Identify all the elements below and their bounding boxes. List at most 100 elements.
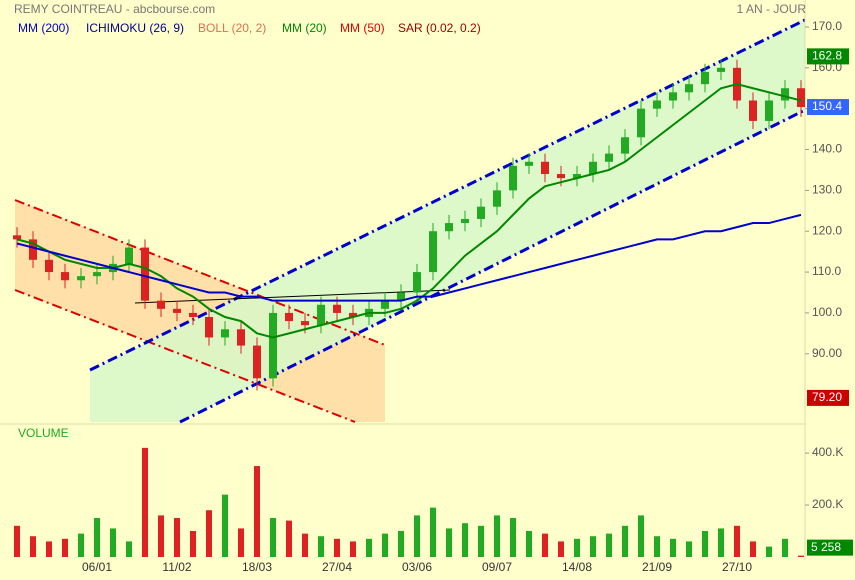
volume-bar — [590, 536, 596, 557]
candle-body — [45, 259, 53, 273]
volume-bar — [798, 555, 804, 557]
volume-bar — [366, 538, 372, 557]
volume-bar — [782, 538, 788, 557]
legend-entry: ICHIMOKU (26, 9) — [86, 21, 184, 35]
legend-entry: BOLL (20, 2) — [198, 21, 266, 35]
up-channel — [90, 20, 805, 422]
legend-entry: MM (20) — [282, 21, 327, 35]
legend-entry: MM (200) — [18, 21, 69, 35]
candle-body — [77, 276, 85, 281]
volume-bar — [126, 541, 132, 557]
candle-body — [669, 92, 677, 101]
candle-body — [413, 272, 421, 293]
candle-body — [189, 312, 197, 318]
volume-bar — [670, 538, 676, 557]
volume-bar — [766, 546, 772, 557]
y-tick-label: 110.0 — [812, 264, 841, 278]
candle-body — [141, 247, 149, 301]
price-tag — [807, 389, 849, 406]
volume-tag-label: 5 258 — [811, 540, 841, 554]
volume-bar — [430, 507, 436, 557]
candle-body — [285, 312, 293, 322]
y-tick-label: 170.0 — [812, 19, 842, 33]
volume-bar — [414, 515, 420, 557]
volume-bar — [158, 515, 164, 557]
candle-body — [477, 206, 485, 219]
price-tag — [807, 48, 849, 65]
volume-bar — [30, 536, 36, 557]
y-tick-label: 120.0 — [812, 223, 842, 237]
candle-body — [557, 174, 565, 179]
channel-line — [179, 108, 806, 424]
candle-body — [61, 272, 69, 281]
x-tick-label: 18/03 — [242, 560, 272, 574]
candle-body — [637, 108, 645, 138]
volume-bar — [174, 518, 180, 557]
candle-body — [781, 88, 789, 101]
volume-bar — [478, 525, 484, 557]
volume-bar — [270, 518, 276, 557]
volume-tag — [807, 539, 853, 556]
volume-bar — [446, 528, 452, 557]
volume-bar — [622, 525, 628, 557]
price-tag — [807, 99, 849, 116]
candle-body — [573, 174, 581, 179]
candle-body — [797, 88, 805, 108]
volume-bar — [14, 525, 20, 557]
candle-body — [541, 161, 549, 175]
price-tag-label: 79.20 — [812, 390, 842, 404]
legend: MM (200) ICHIMOKU (26, 9) BOLL (20, 2) MM (… — [18, 21, 481, 35]
panel-title: VOLUME — [18, 426, 69, 440]
candle-body — [125, 247, 133, 264]
volume-bar — [750, 541, 756, 557]
plot: 90.00100.0110.0120.0130.0140.0150.0160.0… — [13, 19, 853, 574]
volume-bar — [542, 533, 548, 557]
volume-bar — [526, 531, 532, 557]
x-tick-label: 14/08 — [562, 560, 592, 574]
candle-body — [445, 223, 453, 232]
candle-body — [653, 100, 661, 109]
channel-line — [89, 18, 806, 372]
volume-bar — [94, 518, 100, 557]
legend-entry: MM (50) — [340, 21, 385, 35]
candle-body — [301, 321, 309, 326]
candle-body — [237, 329, 245, 346]
volume-bar — [334, 538, 340, 557]
candle-body — [589, 161, 597, 175]
channel-line — [14, 289, 356, 423]
volume-bar — [638, 515, 644, 557]
volume-bar — [286, 520, 292, 557]
volume-bar — [718, 528, 724, 557]
volume-bar — [206, 510, 212, 557]
candle-body — [605, 153, 613, 162]
ma-line — [16, 213, 802, 302]
volume-bar — [574, 538, 580, 557]
volume-bar — [398, 531, 404, 557]
volume-bar — [382, 533, 388, 557]
legend-entry: SAR (0.02, 0.2) — [398, 21, 481, 35]
volume-bar — [78, 533, 84, 557]
trend-line — [134, 289, 451, 304]
volume-bar — [606, 533, 612, 557]
candle-body — [269, 312, 277, 379]
volume-bar — [510, 518, 516, 557]
candle-body — [29, 239, 37, 260]
candle-body — [685, 84, 693, 93]
candle-body — [381, 300, 389, 309]
candle-body — [525, 161, 533, 166]
x-tick-label: 06/01 — [82, 560, 112, 574]
y-tick-label: 100.0 — [812, 305, 842, 319]
x-tick-label: 09/07 — [482, 560, 512, 574]
volume-bar — [350, 541, 356, 557]
y-tick-label: 200.K — [812, 497, 843, 511]
candle-body — [13, 235, 21, 240]
candle-body — [333, 304, 341, 313]
candle-body — [461, 218, 469, 224]
candle-body — [397, 292, 405, 301]
volume-bar — [494, 515, 500, 557]
candle-body — [205, 317, 213, 338]
volume-bar — [558, 541, 564, 557]
x-tick-label: 27/10 — [722, 560, 752, 574]
